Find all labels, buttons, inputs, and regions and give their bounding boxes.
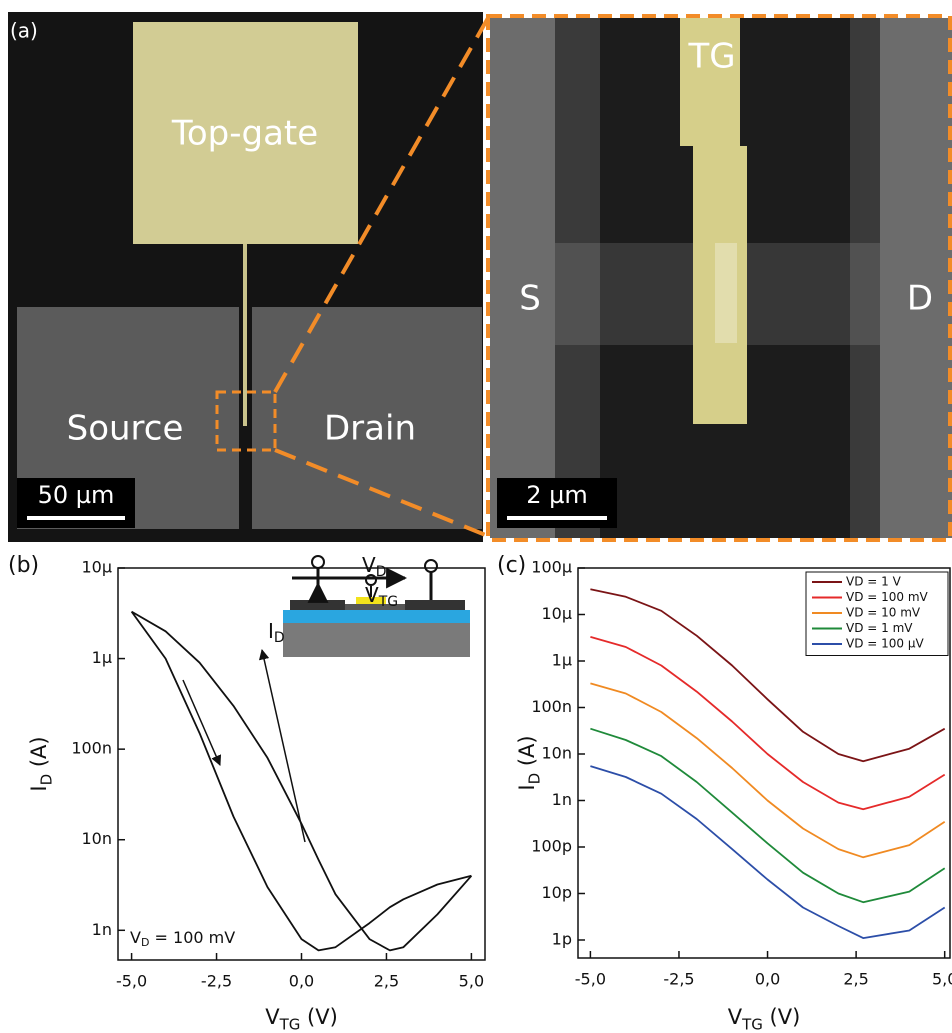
data-line xyxy=(132,612,472,951)
text-part: V xyxy=(130,928,141,947)
x-tick-label: 0,0 xyxy=(289,972,314,991)
x-tick-label: 5,0 xyxy=(459,972,484,991)
legend-label: VD = 100 mV xyxy=(846,590,929,604)
x-tick-label: 2,5 xyxy=(374,972,399,991)
data-line xyxy=(590,683,944,857)
y-tick-label: 10p xyxy=(541,883,572,902)
figure: (a) Top-gate Source Drain 50 µm TG S D 2… xyxy=(0,0,952,1033)
gate-label: Top-gate xyxy=(171,114,318,154)
text-part: (A) xyxy=(515,735,539,772)
text-part: D xyxy=(37,774,55,786)
sweep-arrow xyxy=(262,650,305,842)
x-tick-label: 0,0 xyxy=(755,970,780,989)
text-part: D xyxy=(141,936,149,949)
x-tick-label: -5,0 xyxy=(575,970,606,989)
y-tick-label: 100n xyxy=(71,739,112,758)
page: (a) Top-gate Source Drain 50 µm TG S D 2… xyxy=(0,0,952,1033)
drain-label: Drain xyxy=(324,409,416,449)
source-label: S xyxy=(519,279,541,319)
y-tick-label: 1µ xyxy=(92,648,112,667)
legend-label: VD = 1 V xyxy=(846,575,902,589)
legend-label: VD = 10 mV xyxy=(846,606,921,620)
inset-label: VD xyxy=(362,553,386,581)
y-axis-label: ID (A) xyxy=(27,736,55,791)
inset-label: VTG xyxy=(365,583,398,611)
y-tick-label: 100p xyxy=(531,836,572,855)
text-part: TG xyxy=(279,1015,301,1033)
y-tick-label: 10µ xyxy=(81,558,112,577)
y-tick-label: 10µ xyxy=(541,604,572,623)
y-tick-label: 100n xyxy=(531,697,572,716)
text-part: (A) xyxy=(27,736,51,773)
y-tick-label: 10n xyxy=(542,743,573,762)
y-tick-label: 1n xyxy=(92,920,112,939)
x-tick-label: 2,5 xyxy=(843,970,868,989)
gate-label: TG xyxy=(687,37,735,77)
scale-label: 50 µm xyxy=(38,481,115,509)
text-part: V xyxy=(365,583,379,607)
text-part: D xyxy=(274,630,285,646)
y-tick-label: 1n xyxy=(552,790,572,809)
panel-label: (a) xyxy=(10,19,38,43)
x-tick-label: -2,5 xyxy=(663,970,694,989)
y-tick-label: 1µ xyxy=(552,650,572,669)
panel-label: (b) xyxy=(8,553,39,578)
text-part: (V) xyxy=(300,1005,337,1029)
y-axis-label: ID (A) xyxy=(515,735,543,790)
legend-label: VD = 1 mV xyxy=(846,621,913,635)
text-part: (V) xyxy=(763,1005,800,1029)
x-axis-label: VTG (V) xyxy=(728,1005,801,1033)
x-axis-label: VTG (V) xyxy=(265,1005,338,1033)
data-line xyxy=(590,766,944,938)
y-tick-label: 1p xyxy=(552,929,572,948)
text-part: V xyxy=(728,1005,743,1029)
drain-label: D xyxy=(907,279,933,319)
text-part: TG xyxy=(378,594,398,610)
text-part: V xyxy=(362,553,376,577)
y-tick-label: 100µ xyxy=(531,558,572,577)
x-tick-label: -5,0 xyxy=(116,972,147,991)
text-part: = 100 mV xyxy=(149,928,235,947)
sweep-arrow xyxy=(183,680,220,765)
text-part: D xyxy=(525,773,543,785)
text-part: D xyxy=(376,564,387,580)
data-line xyxy=(590,637,944,809)
inset-label: ID xyxy=(268,619,285,647)
x-tick-label: 5,0 xyxy=(932,970,952,989)
sem-overview xyxy=(8,12,483,542)
scale-label: 2 µm xyxy=(526,481,588,509)
x-tick-label: -2,5 xyxy=(201,972,232,991)
legend-label: VD = 100 µV xyxy=(846,637,924,651)
y-tick-label: 10n xyxy=(82,829,113,848)
source-label: Source xyxy=(67,409,184,449)
annotation: VD = 100 mV xyxy=(130,928,235,949)
panel-label: (c) xyxy=(497,553,526,578)
text-part: TG xyxy=(741,1015,763,1033)
data-line xyxy=(132,612,472,951)
text-part: V xyxy=(265,1005,280,1029)
